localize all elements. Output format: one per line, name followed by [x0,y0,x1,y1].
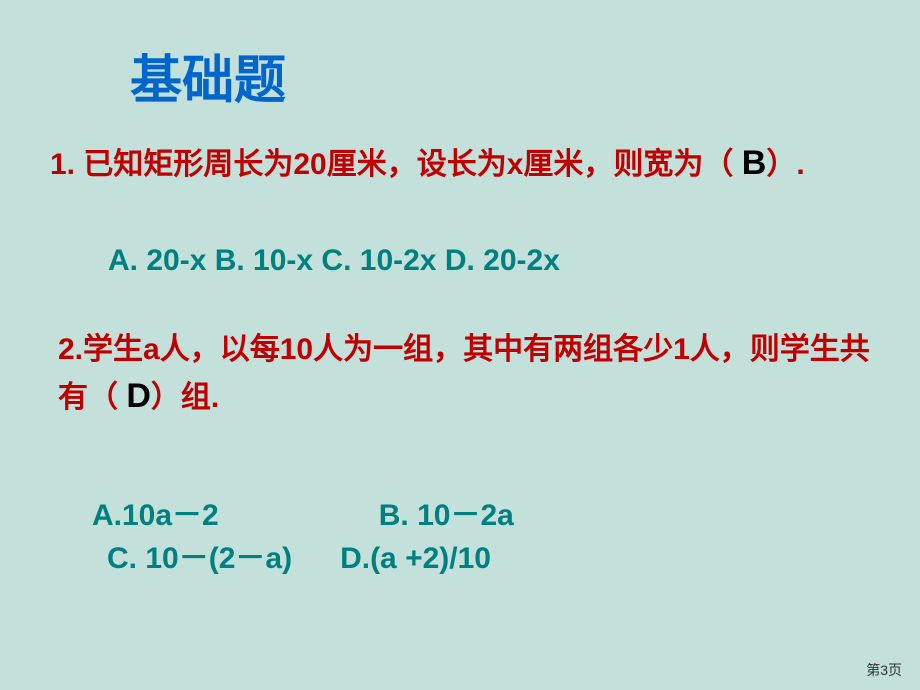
q2-option-b: B. 10－2a [379,499,514,532]
q1-text-before: 1. 已知矩形周长为20厘米，设长为x厘米，则宽为（ [50,148,733,181]
q1-answer: B [742,144,767,182]
q2-answer: D [126,377,151,415]
question-1-options: A. 20-x B. 10-x C. 10-2x D. 20-2x [108,244,560,278]
page-number: 第3页 [866,660,902,680]
q2-option-c: C. 10－(2－a) [107,542,292,575]
q2-option-a: A.10a－2 [92,499,219,532]
question-2-options-row2: C. 10－(2－a) D.(a +2)/10 [107,533,491,577]
q1-text-after: ）. [766,148,804,181]
slide-title: 基础题 [130,38,286,113]
question-2-stem: 2.学生a人，以每10人为一组，其中有两组各少1人，则学生共有（ D）组. [58,328,888,421]
question-2-options-row1: A.10a－2 B. 10－2a [92,490,514,534]
q2-text-after: ）组. [151,381,219,414]
question-1-stem: 1. 已知矩形周长为20厘米，设长为x厘米，则宽为（ B）. [50,138,880,189]
q2-option-d: D.(a +2)/10 [340,542,491,575]
slide: 基础题 1. 已知矩形周长为20厘米，设长为x厘米，则宽为（ B）. A. 20… [0,0,920,690]
